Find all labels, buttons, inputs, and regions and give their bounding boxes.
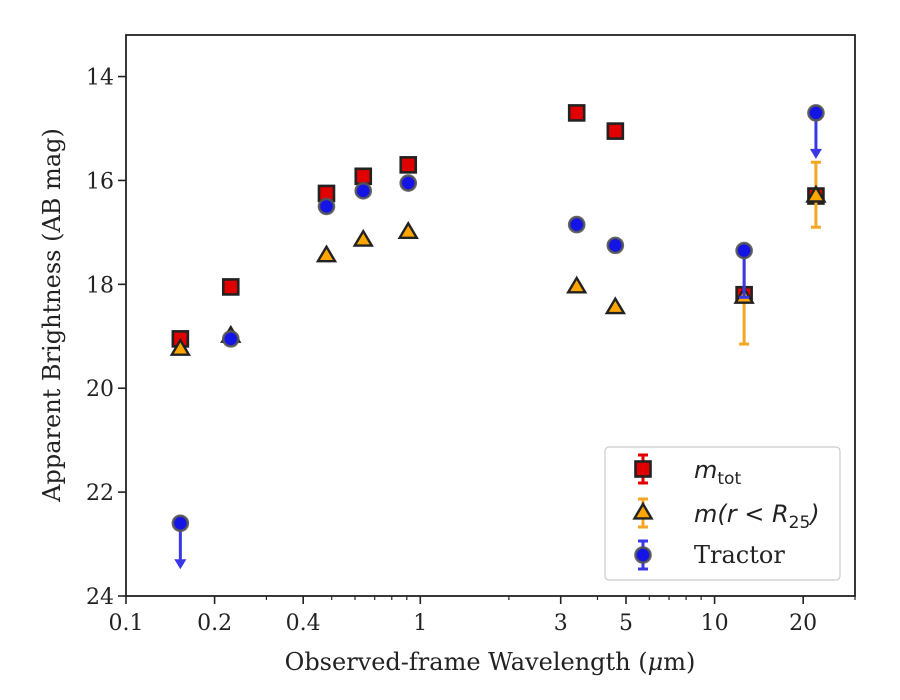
point-mr25	[604, 296, 626, 315]
y-tick-label: 14	[86, 66, 114, 91]
point-tractor	[171, 514, 190, 533]
x-tick-label: 3	[554, 611, 568, 636]
point-mr25	[805, 184, 827, 203]
y-tick-label: 20	[86, 377, 114, 402]
legend-marker-tractor	[634, 546, 652, 564]
x-axis: 0.1 0.2 0.4 1 3 5 10 20	[109, 596, 856, 636]
point-tractor	[567, 215, 586, 234]
plot-frame	[125, 34, 856, 597]
x-tick-label: 0.1	[109, 611, 144, 636]
y-axis-label: Apparent Brightness (AB mag)	[38, 128, 66, 503]
point-mtot	[606, 122, 625, 140]
point-mr25	[566, 275, 588, 294]
x-tick-label: 10	[701, 611, 729, 636]
legend-box	[604, 446, 841, 581]
x-tick-label: 0.4	[286, 611, 321, 636]
point-tractor	[221, 330, 240, 348]
legend-marker-mtot	[634, 460, 652, 478]
x-tick-label: 20	[789, 611, 817, 636]
point-mtot	[354, 167, 373, 186]
point-tractor	[354, 182, 373, 200]
point-mtot	[221, 278, 240, 296]
point-tractor	[807, 104, 825, 122]
data-marks	[169, 104, 827, 570]
point-mr25	[315, 244, 338, 263]
y-tick-label: 18	[86, 273, 114, 298]
point-mr25	[397, 221, 419, 239]
y-tick-label: 24	[86, 585, 114, 610]
x-axis-label: Observed-frame Wavelength (μm)	[285, 648, 696, 676]
upper-limit-arrowhead-tractor	[809, 148, 822, 159]
point-mtot	[399, 156, 418, 174]
point-tractor	[606, 236, 625, 255]
upper-limit-arrowhead-tractor	[174, 559, 187, 570]
y-tick-label: 22	[86, 481, 114, 506]
point-tractor	[317, 197, 336, 216]
x-tick-label: 5	[619, 611, 633, 636]
legend-label-mtot: mtot	[694, 456, 741, 489]
point-mr25	[352, 228, 374, 247]
x-tick-label: 0.2	[197, 611, 232, 636]
point-tractor	[735, 241, 753, 260]
legend-label-mr25: m(r < R25)	[694, 500, 820, 533]
legend-label-tractor: Tractor	[694, 541, 785, 569]
legend-marker-mr25	[632, 501, 654, 520]
y-tick-label: 16	[86, 169, 114, 194]
legend: mtot m(r < R25) Tractor	[604, 446, 841, 581]
point-mr25	[169, 337, 192, 356]
x-tick-label: 1	[413, 611, 427, 636]
point-tractor	[399, 174, 418, 192]
y-axis: 14 16 18 20 22 24	[86, 66, 126, 610]
point-mtot	[567, 104, 586, 122]
